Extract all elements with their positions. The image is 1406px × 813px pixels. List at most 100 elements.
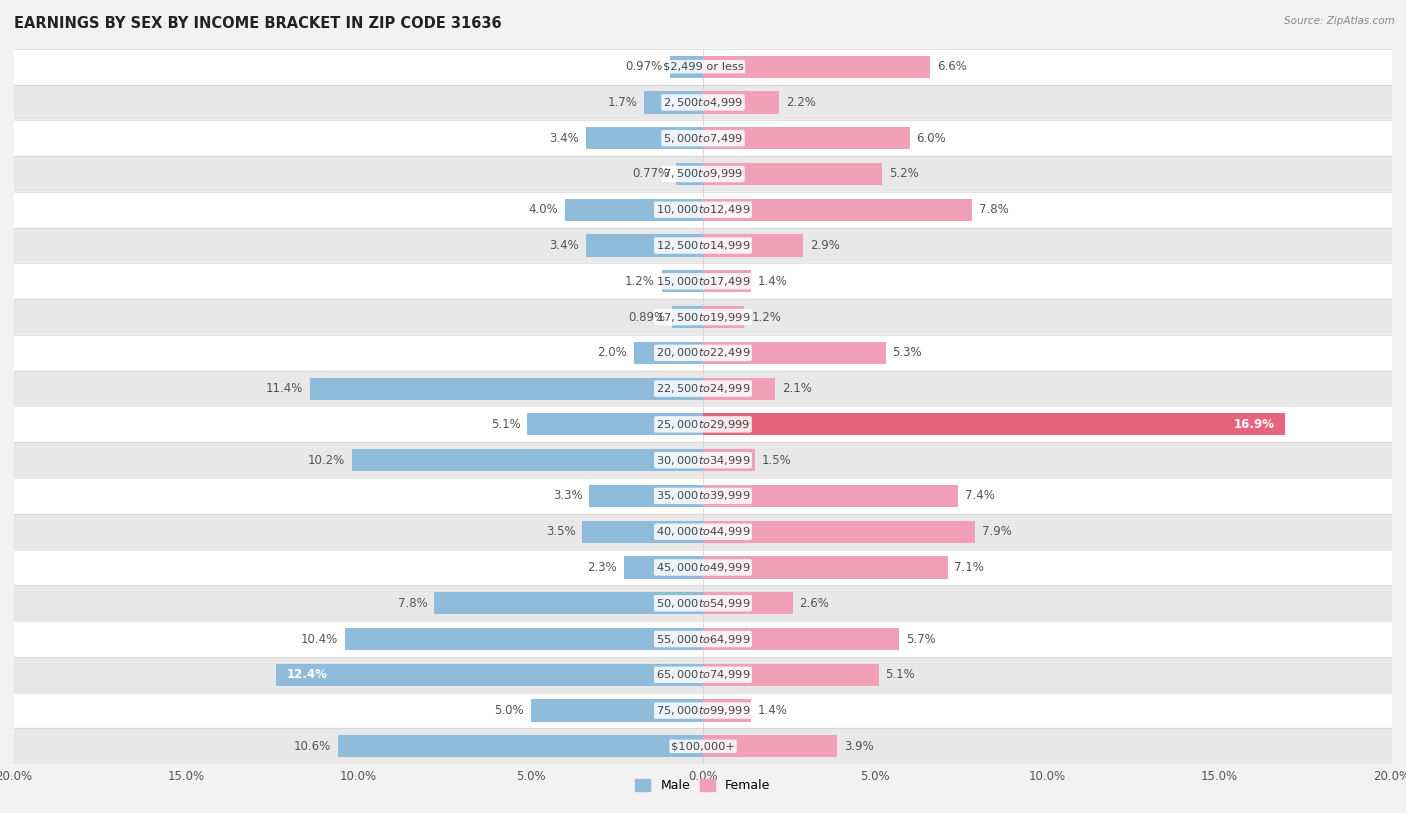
- Text: 0.77%: 0.77%: [633, 167, 669, 180]
- Text: 2.2%: 2.2%: [786, 96, 815, 109]
- Bar: [276, 663, 703, 686]
- Text: $30,000 to $34,999: $30,000 to $34,999: [655, 454, 751, 467]
- Bar: [703, 163, 882, 185]
- Bar: [14, 657, 1392, 693]
- Bar: [337, 735, 703, 758]
- Text: $25,000 to $29,999: $25,000 to $29,999: [655, 418, 751, 431]
- Text: 2.0%: 2.0%: [598, 346, 627, 359]
- Text: 2.9%: 2.9%: [810, 239, 839, 252]
- Bar: [703, 735, 838, 758]
- Bar: [14, 478, 1392, 514]
- Bar: [586, 127, 703, 150]
- Text: 2.6%: 2.6%: [800, 597, 830, 610]
- Text: 7.8%: 7.8%: [398, 597, 427, 610]
- Bar: [14, 120, 1392, 156]
- Bar: [565, 198, 703, 221]
- Bar: [14, 621, 1392, 657]
- Text: $12,500 to $14,999: $12,500 to $14,999: [655, 239, 751, 252]
- Text: 5.1%: 5.1%: [491, 418, 520, 431]
- Bar: [14, 192, 1392, 228]
- Bar: [676, 163, 703, 185]
- Bar: [703, 699, 751, 722]
- Bar: [703, 127, 910, 150]
- Text: $45,000 to $49,999: $45,000 to $49,999: [655, 561, 751, 574]
- Text: $7,500 to $9,999: $7,500 to $9,999: [664, 167, 742, 180]
- Bar: [669, 55, 703, 78]
- Text: 5.7%: 5.7%: [907, 633, 936, 646]
- Text: 3.5%: 3.5%: [546, 525, 575, 538]
- Text: 6.0%: 6.0%: [917, 132, 946, 145]
- Bar: [527, 413, 703, 436]
- Text: 1.2%: 1.2%: [624, 275, 655, 288]
- Bar: [589, 485, 703, 507]
- Bar: [703, 628, 900, 650]
- Bar: [662, 270, 703, 293]
- Text: $2,499 or less: $2,499 or less: [662, 62, 744, 72]
- Text: 1.4%: 1.4%: [758, 275, 787, 288]
- Bar: [703, 449, 755, 472]
- Text: 4.0%: 4.0%: [529, 203, 558, 216]
- Bar: [14, 156, 1392, 192]
- Text: $75,000 to $99,999: $75,000 to $99,999: [655, 704, 751, 717]
- Bar: [14, 371, 1392, 406]
- Text: 3.4%: 3.4%: [550, 239, 579, 252]
- Bar: [14, 335, 1392, 371]
- Text: 12.4%: 12.4%: [287, 668, 328, 681]
- Bar: [344, 628, 703, 650]
- Bar: [14, 49, 1392, 85]
- Bar: [14, 299, 1392, 335]
- Text: 3.4%: 3.4%: [550, 132, 579, 145]
- Bar: [703, 270, 751, 293]
- Bar: [14, 442, 1392, 478]
- Text: 7.8%: 7.8%: [979, 203, 1008, 216]
- Text: $2,500 to $4,999: $2,500 to $4,999: [664, 96, 742, 109]
- Bar: [703, 234, 803, 257]
- Text: 7.4%: 7.4%: [965, 489, 994, 502]
- Text: 5.2%: 5.2%: [889, 167, 918, 180]
- Text: 1.2%: 1.2%: [751, 311, 782, 324]
- Bar: [703, 520, 976, 543]
- Bar: [14, 585, 1392, 621]
- Text: Source: ZipAtlas.com: Source: ZipAtlas.com: [1284, 16, 1395, 26]
- Text: 1.7%: 1.7%: [607, 96, 637, 109]
- Bar: [352, 449, 703, 472]
- Bar: [703, 91, 779, 114]
- Bar: [14, 693, 1392, 728]
- Text: $5,000 to $7,499: $5,000 to $7,499: [664, 132, 742, 145]
- Bar: [14, 514, 1392, 550]
- Bar: [672, 306, 703, 328]
- Bar: [703, 485, 957, 507]
- Text: $50,000 to $54,999: $50,000 to $54,999: [655, 597, 751, 610]
- Text: $40,000 to $44,999: $40,000 to $44,999: [655, 525, 751, 538]
- Text: $10,000 to $12,499: $10,000 to $12,499: [655, 203, 751, 216]
- Bar: [644, 91, 703, 114]
- Text: $35,000 to $39,999: $35,000 to $39,999: [655, 489, 751, 502]
- Text: 10.2%: 10.2%: [308, 454, 344, 467]
- Bar: [634, 341, 703, 364]
- Text: 5.0%: 5.0%: [495, 704, 524, 717]
- Text: 10.4%: 10.4%: [301, 633, 337, 646]
- Text: 0.89%: 0.89%: [628, 311, 665, 324]
- Text: $22,500 to $24,999: $22,500 to $24,999: [655, 382, 751, 395]
- Text: 3.3%: 3.3%: [553, 489, 582, 502]
- Text: 3.9%: 3.9%: [844, 740, 875, 753]
- Bar: [582, 520, 703, 543]
- Text: 0.97%: 0.97%: [626, 60, 662, 73]
- Text: 16.9%: 16.9%: [1234, 418, 1275, 431]
- Legend: Male, Female: Male, Female: [630, 774, 776, 798]
- Bar: [703, 341, 886, 364]
- Bar: [624, 556, 703, 579]
- Bar: [14, 728, 1392, 764]
- Bar: [14, 228, 1392, 263]
- Bar: [703, 592, 793, 615]
- Text: 2.3%: 2.3%: [588, 561, 617, 574]
- Text: EARNINGS BY SEX BY INCOME BRACKET IN ZIP CODE 31636: EARNINGS BY SEX BY INCOME BRACKET IN ZIP…: [14, 16, 502, 31]
- Text: 10.6%: 10.6%: [294, 740, 330, 753]
- Text: 11.4%: 11.4%: [266, 382, 304, 395]
- Bar: [14, 85, 1392, 120]
- Text: $17,500 to $19,999: $17,500 to $19,999: [655, 311, 751, 324]
- Text: 2.1%: 2.1%: [782, 382, 813, 395]
- Bar: [703, 55, 931, 78]
- Bar: [703, 556, 948, 579]
- Bar: [703, 377, 775, 400]
